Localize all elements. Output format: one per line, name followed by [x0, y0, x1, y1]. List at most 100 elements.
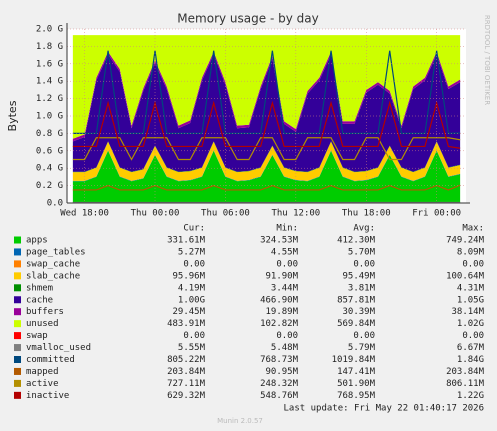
legend-value: 90.95M	[265, 367, 298, 377]
y-tick-label: 0.4 G	[36, 164, 63, 174]
watermark: RRDTOOL / TOBI OETIKER	[483, 15, 491, 105]
line	[72, 137, 461, 161]
legend-swatch	[14, 236, 21, 244]
legend-value: 100.64M	[446, 271, 485, 281]
legend-value: 203.84M	[446, 367, 485, 377]
legend-value: 331.61M	[167, 236, 206, 246]
legend-value: 5.79M	[348, 343, 376, 353]
version: Munin 2.0.57	[217, 417, 263, 425]
legend-header: Cur:	[183, 224, 205, 234]
legend-swatch	[14, 332, 21, 340]
legend-value: 0.00	[276, 331, 298, 341]
legend-value: 629.32M	[167, 391, 206, 401]
legend-swatch	[14, 391, 21, 399]
legend-value: 768.73M	[260, 355, 299, 365]
legend-value: 1.84G	[457, 355, 484, 365]
chart-title: Memory usage - by day	[177, 12, 318, 26]
legend-label: active	[26, 379, 59, 389]
legend-swatch	[14, 308, 21, 316]
legend-value: 1.00G	[178, 295, 205, 305]
legend-value: 1.02G	[457, 319, 484, 329]
y-tick-label: 0.2 G	[36, 181, 63, 191]
legend-label: mapped	[26, 367, 59, 377]
area	[72, 141, 461, 181]
legend-value: 91.90M	[265, 271, 298, 281]
legend-value: 0.00	[183, 259, 205, 269]
legend-value: 38.14M	[451, 307, 484, 317]
legend-value: 0.00	[183, 331, 205, 341]
legend-value: 0.00	[276, 259, 298, 269]
x-tick-label: Thu 12:00	[271, 209, 320, 219]
last-update: Last update: Fri May 22 01:40:17 2026	[284, 404, 484, 414]
legend-value: 857.81M	[337, 295, 376, 305]
legend-header: Max:	[462, 224, 484, 234]
legend-value: 0.00	[353, 331, 375, 341]
legend-header: Avg:	[353, 224, 375, 234]
legend-value: 0.00	[462, 331, 484, 341]
line	[72, 50, 461, 135]
y-tick-label: 1.0 G	[36, 112, 63, 122]
legend-label: swap_cache	[26, 259, 80, 269]
y-tick-label: 1.6 G	[36, 59, 63, 69]
legend-value: 5.27M	[178, 247, 206, 257]
area	[72, 150, 461, 182]
y-axis-label: Bytes	[6, 100, 19, 131]
legend-value: 4.55M	[271, 247, 299, 257]
legend-value: 95.96M	[172, 271, 205, 281]
legend-label: committed	[26, 355, 75, 365]
legend-value: 412.30M	[337, 236, 376, 246]
legend-value: 1.05G	[457, 295, 484, 305]
legend-label: shmem	[26, 283, 53, 293]
x-tick-label: Thu 06:00	[201, 209, 250, 219]
y-tick-label: 1.2 G	[36, 94, 63, 104]
y-tick-label: 0.0	[47, 199, 63, 209]
x-tick-label: Wed 18:00	[60, 209, 109, 219]
legend-value: 19.89M	[265, 307, 298, 317]
legend-label: cache	[26, 295, 53, 305]
legend-value: 569.84M	[337, 319, 376, 329]
legend-value: 806.11M	[446, 379, 485, 389]
x-tick-label: Thu 00:00	[131, 209, 180, 219]
legend-swatch	[14, 344, 21, 352]
line	[72, 100, 461, 149]
legend-value: 466.90M	[260, 295, 299, 305]
y-tick-label: 0.6 G	[36, 146, 63, 156]
legend-value: 3.81M	[348, 283, 376, 293]
legend-value: 4.31M	[457, 283, 485, 293]
legend-label: slab_cache	[26, 271, 80, 281]
legend-value: 324.53M	[260, 236, 299, 246]
legend-label: page_tables	[26, 247, 86, 257]
legend-value: 483.91M	[167, 319, 206, 329]
area	[72, 35, 461, 139]
legend-value: 1019.84M	[332, 355, 376, 365]
legend-label: vmalloc_used	[26, 343, 91, 353]
legend-label: buffers	[26, 307, 64, 317]
y-tick-label: 1.8 G	[36, 42, 63, 52]
legend-swatch	[14, 379, 21, 387]
legend-swatch	[14, 248, 21, 256]
legend-value: 3.44M	[271, 283, 299, 293]
legend-swatch	[14, 272, 21, 280]
legend-label: unused	[26, 319, 59, 329]
legend-header: Min:	[276, 224, 298, 234]
legend-value: 30.39M	[342, 307, 375, 317]
legend-swatch	[14, 296, 21, 304]
legend-value: 1.22G	[457, 391, 484, 401]
legend-value: 749.24M	[446, 236, 485, 246]
legend-swatch	[14, 320, 21, 328]
area	[72, 141, 461, 173]
legend-value: 548.76M	[260, 391, 299, 401]
legend-value: 102.82M	[260, 319, 299, 329]
legend-value: 0.00	[353, 259, 375, 269]
legend-value: 203.84M	[167, 367, 206, 377]
legend-swatch	[14, 284, 21, 292]
legend-swatch	[14, 260, 21, 268]
y-tick-label: 1.4 G	[36, 77, 63, 87]
y-tick-label: 2.0 G	[36, 25, 63, 35]
legend-value: 4.19M	[178, 283, 206, 293]
line	[72, 184, 461, 191]
legend-value: 5.48M	[271, 343, 299, 353]
legend-value: 805.22M	[167, 355, 206, 365]
legend-value: 95.49M	[342, 271, 375, 281]
